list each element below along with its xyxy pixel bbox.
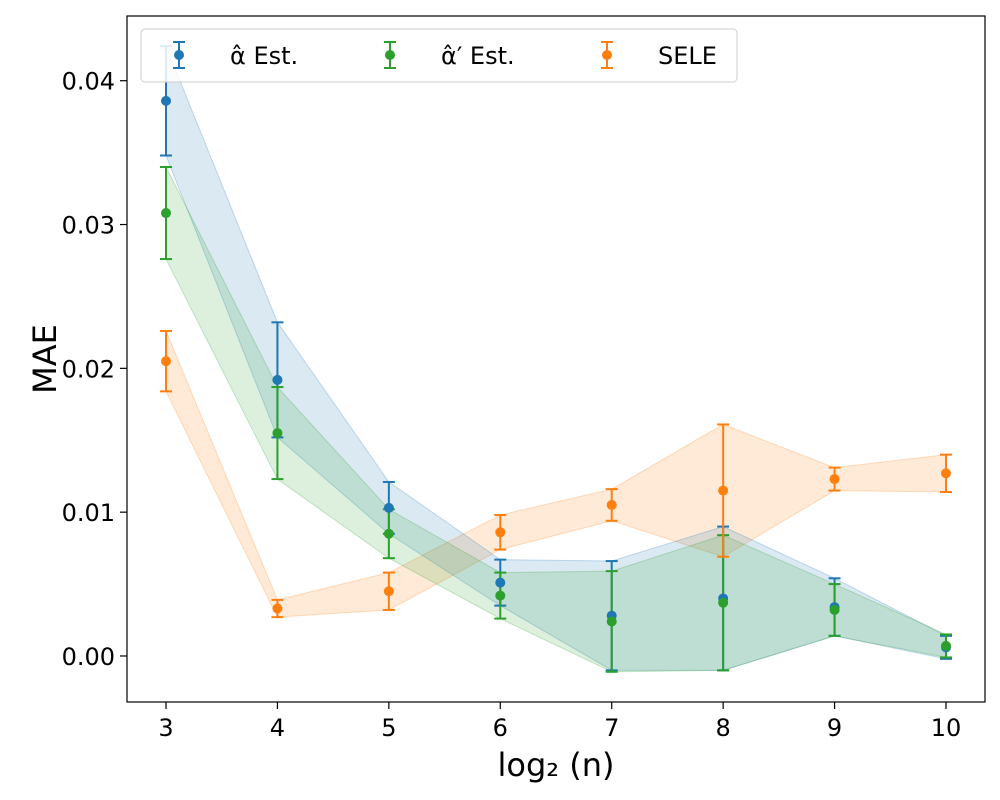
legend-marker-point — [174, 50, 184, 60]
alpha-hat-prime-point — [272, 428, 283, 439]
alpha-hat-prime-point — [161, 208, 171, 219]
x-tick-label: 4 — [270, 714, 285, 742]
alpha-hat-prime-point — [718, 597, 729, 608]
sele-point — [941, 468, 951, 479]
alpha-hat-point — [272, 374, 283, 385]
y-tick-label: 0.03 — [62, 212, 115, 240]
x-tick-label: 8 — [716, 714, 731, 742]
alpha-hat-prime-point — [383, 528, 394, 539]
alpha-hat-prime-point — [495, 590, 506, 601]
legend-marker-point — [602, 50, 612, 60]
sele-point — [606, 499, 617, 510]
y-tick-label: 0.04 — [62, 68, 115, 96]
legend-label: α̂ Est. — [230, 42, 298, 70]
sele-point — [718, 485, 729, 496]
y-tick-label: 0.01 — [62, 499, 115, 527]
legend-item-alpha-hat-prime: α̂′ Est. — [384, 41, 515, 70]
legend: α̂ Est. α̂′ Est. SELE — [140, 28, 738, 83]
y-tick-label: 0.02 — [62, 355, 115, 383]
alpha-hat-prime-band — [165, 166, 947, 673]
alpha-hat-prime-point — [606, 616, 617, 627]
y-axis-label: MAE — [26, 324, 64, 394]
sele-point — [272, 603, 283, 614]
y-tick-label: 0.00 — [62, 643, 115, 671]
data-points — [161, 95, 951, 653]
sele-point — [161, 356, 171, 367]
sele-point — [383, 586, 394, 597]
x-axis-label: log₂ (n) — [497, 746, 614, 784]
plot-frame — [126, 15, 986, 703]
x-tick-label: 9 — [827, 714, 842, 742]
legend-label: α̂′ Est. — [441, 42, 515, 70]
alpha-hat-point — [161, 95, 171, 106]
x-tick-label: 10 — [931, 714, 962, 742]
sele-point — [495, 527, 506, 538]
x-tick-label: 7 — [604, 714, 619, 742]
x-tick-label: 5 — [381, 714, 396, 742]
legend-item-alpha-hat: α̂ Est. — [173, 41, 298, 70]
x-tick-label: 6 — [493, 714, 508, 742]
x-axis-ticks: 3 4 5 6 7 8 9 10 — [158, 702, 961, 742]
legend-marker-point — [385, 50, 395, 60]
legend-label: SELE — [658, 42, 717, 70]
alpha-hat-point — [383, 502, 394, 513]
alpha-hat-prime-point — [829, 604, 840, 615]
alpha-hat-prime-point — [941, 640, 951, 651]
y-axis-ticks: 0.00 0.01 0.02 0.03 0.04 — [62, 68, 127, 671]
alpha-hat-point — [495, 577, 506, 588]
legend-box — [140, 28, 738, 83]
x-tick-label: 3 — [158, 714, 173, 742]
sele-point — [829, 474, 840, 485]
legend-item-sele: SELE — [601, 41, 717, 70]
